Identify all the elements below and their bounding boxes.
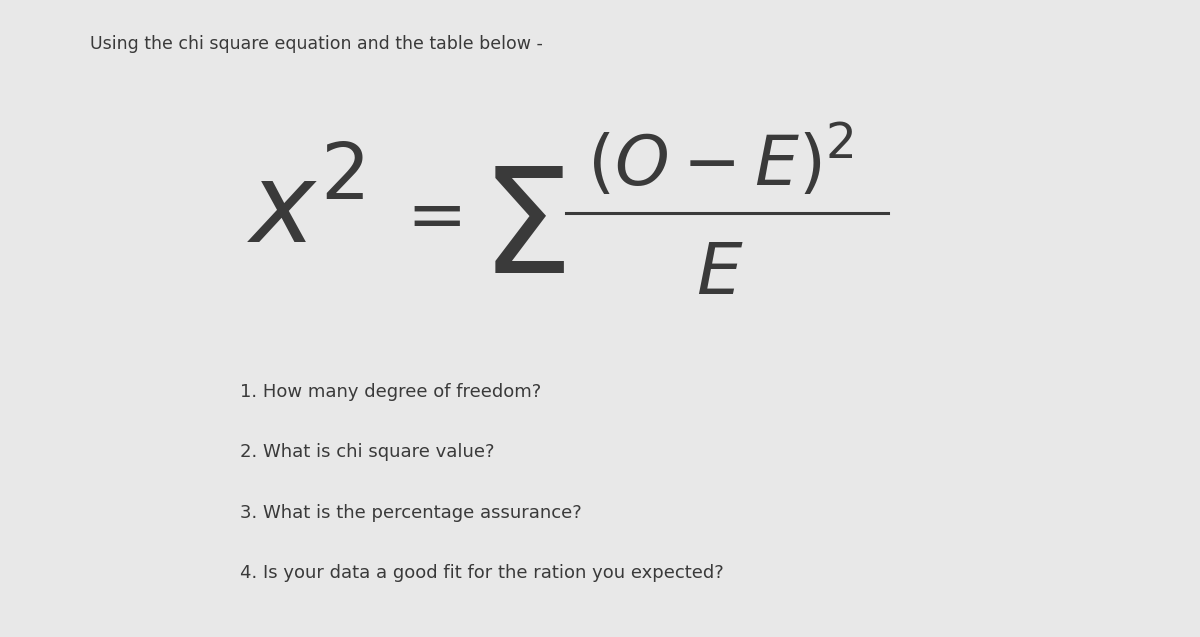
Text: 3. What is the percentage assurance?: 3. What is the percentage assurance? — [240, 504, 582, 522]
Text: $\it{x}^{2}$: $\it{x}^{2}$ — [247, 160, 365, 267]
Text: Using the chi square equation and the table below -: Using the chi square equation and the ta… — [90, 35, 542, 53]
Text: $(O-E)^{2}$: $(O-E)^{2}$ — [587, 124, 853, 201]
Text: $\Sigma$: $\Sigma$ — [480, 162, 564, 303]
Text: 4. Is your data a good fit for the ration you expected?: 4. Is your data a good fit for the ratio… — [240, 564, 724, 582]
Text: $E$: $E$ — [696, 239, 744, 309]
Text: 1. How many degree of freedom?: 1. How many degree of freedom? — [240, 383, 541, 401]
Text: $=$: $=$ — [391, 182, 461, 251]
Text: 2. What is chi square value?: 2. What is chi square value? — [240, 443, 494, 461]
